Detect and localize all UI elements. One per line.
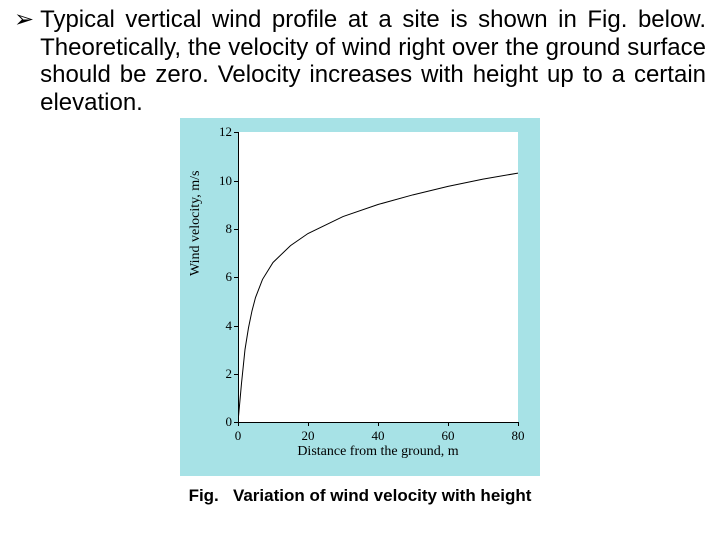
x-tick-label: 20 [298,428,318,444]
x-tick-mark [238,422,239,426]
x-tick-mark [448,422,449,426]
x-tick-label: 40 [368,428,388,444]
y-axis-label: Wind velocity, m/s [188,171,204,276]
x-tick-mark [308,422,309,426]
chart-curve-svg [238,132,518,422]
x-tick-label: 80 [508,428,528,444]
y-tick-label: 8 [226,221,233,237]
wind-profile-chart: 024681012020406080 Wind velocity, m/s Di… [186,126,534,472]
x-tick-label: 0 [228,428,248,444]
paragraph-text: Typical vertical wind profile at a site … [40,6,706,116]
figure-caption: Fig. Variation of wind velocity with hei… [14,486,706,506]
bullet-paragraph: ➢ Typical vertical wind profile at a sit… [14,6,706,116]
chart-container: 024681012020406080 Wind velocity, m/s Di… [180,118,540,476]
caption-prefix: Fig. [189,486,219,505]
bullet-icon: ➢ [14,6,34,35]
x-axis-label: Distance from the ground, m [238,444,518,460]
y-tick-label: 2 [226,366,233,382]
caption-text: Variation of wind velocity with height [233,486,531,505]
y-tick-label: 10 [219,173,232,189]
x-tick-mark [518,422,519,426]
y-tick-label: 4 [226,318,233,334]
y-tick-label: 12 [219,124,232,140]
y-tick-label: 6 [226,269,233,285]
wind-profile-curve [238,173,518,422]
x-tick-label: 60 [438,428,458,444]
x-tick-mark [378,422,379,426]
